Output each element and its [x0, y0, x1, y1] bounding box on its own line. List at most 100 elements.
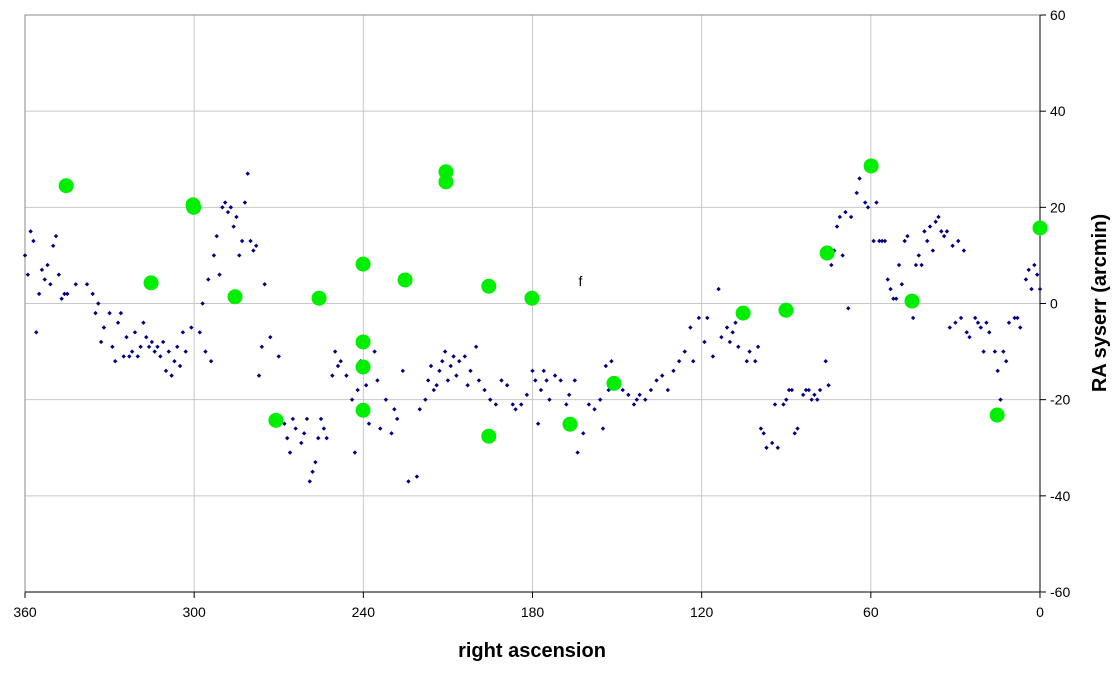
point: [643, 397, 648, 402]
point: [956, 238, 961, 244]
point: [533, 378, 538, 383]
point: [499, 378, 504, 383]
point: [372, 349, 377, 354]
point: [919, 262, 924, 268]
point: [39, 267, 45, 273]
point: [803, 387, 809, 393]
point: [138, 344, 143, 349]
point: [437, 368, 442, 374]
point: [735, 305, 751, 321]
point: [115, 320, 121, 325]
point: [476, 378, 482, 383]
x-tick-label: 300: [182, 604, 206, 620]
point: [747, 349, 752, 354]
point: [355, 387, 360, 393]
point: [180, 330, 186, 335]
point: [363, 383, 369, 388]
point: [829, 262, 834, 268]
point: [981, 349, 986, 354]
point: [256, 373, 262, 378]
point: [719, 334, 724, 340]
point: [758, 426, 764, 431]
point: [775, 445, 780, 450]
point: [620, 387, 625, 393]
point: [144, 334, 149, 340]
point: [383, 397, 389, 402]
point: [603, 363, 609, 369]
point: [755, 344, 761, 349]
point: [285, 435, 290, 441]
point: [45, 262, 50, 268]
point: [107, 310, 112, 316]
point: [169, 373, 174, 378]
point: [355, 256, 371, 272]
point: [124, 334, 129, 340]
point: [702, 339, 707, 345]
point: [293, 426, 298, 431]
point: [524, 290, 540, 306]
point: [175, 344, 180, 349]
point: [434, 383, 439, 388]
point: [268, 412, 284, 428]
point: [222, 200, 228, 205]
point: [253, 243, 259, 248]
point: [268, 334, 273, 340]
point: [1026, 267, 1031, 273]
point: [34, 330, 39, 335]
point: [96, 301, 101, 306]
point: [375, 378, 380, 383]
point: [691, 359, 696, 364]
point: [440, 359, 445, 364]
point: [995, 368, 1000, 374]
point: [947, 325, 952, 330]
point: [481, 278, 497, 294]
point: [916, 253, 921, 258]
point: [809, 397, 814, 402]
point: [631, 402, 637, 407]
point: [324, 435, 329, 441]
point: [857, 176, 862, 181]
point: [338, 359, 343, 364]
point: [863, 158, 879, 174]
point: [581, 431, 586, 436]
point: [397, 272, 413, 288]
point: [42, 277, 47, 282]
point: [110, 344, 115, 349]
point: [727, 339, 733, 345]
point: [62, 291, 67, 297]
point: [998, 397, 1003, 402]
point: [865, 205, 871, 210]
point: [989, 407, 1005, 423]
point: [724, 325, 730, 330]
point: [355, 334, 371, 350]
point: [214, 233, 219, 239]
point: [228, 205, 234, 210]
point: [823, 359, 828, 364]
point: [417, 407, 422, 412]
point: [967, 334, 972, 340]
point: [538, 387, 544, 393]
point: [183, 349, 188, 354]
point: [31, 238, 36, 244]
point: [1032, 262, 1037, 268]
point: [465, 383, 470, 388]
point: [682, 349, 687, 354]
point: [837, 214, 843, 220]
point: [245, 171, 250, 176]
point: [163, 368, 169, 374]
point: [127, 354, 132, 359]
point: [826, 383, 831, 388]
point: [535, 421, 541, 426]
point: [307, 479, 312, 484]
point: [1006, 320, 1012, 325]
point: [488, 397, 493, 402]
point: [800, 392, 806, 398]
point: [654, 378, 659, 383]
point: [877, 238, 882, 244]
point: [510, 402, 515, 407]
point: [287, 450, 293, 455]
point: [28, 229, 33, 234]
point: [25, 272, 31, 277]
point: [925, 238, 930, 244]
